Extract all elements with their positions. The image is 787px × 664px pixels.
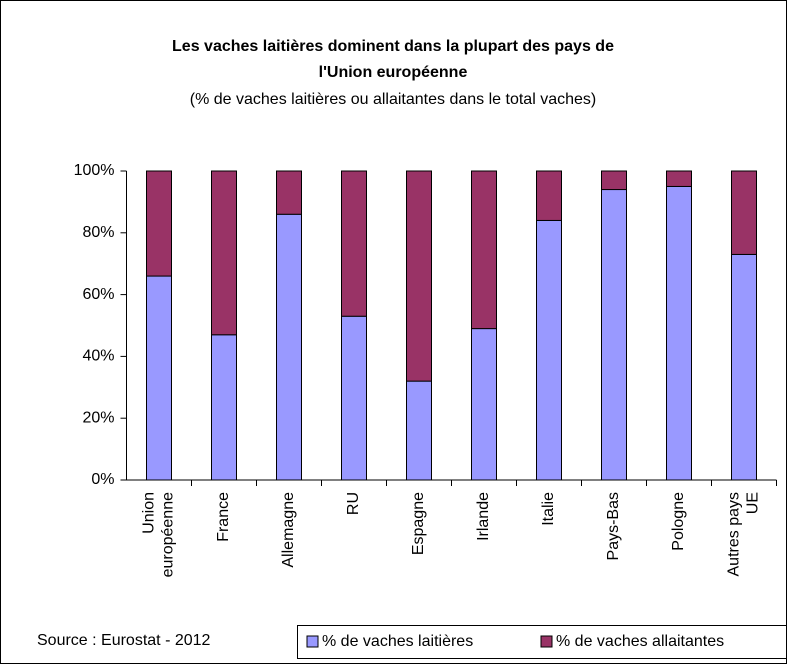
bar-segment xyxy=(341,315,367,481)
y-tick-label: 100% xyxy=(74,162,115,179)
bar-segment xyxy=(536,219,562,481)
bar-segment xyxy=(666,170,692,187)
bar-segment xyxy=(146,170,172,277)
legend-swatch xyxy=(540,635,553,648)
bar-segment xyxy=(406,380,432,481)
bar-segment xyxy=(341,170,367,317)
chart-title: Les vaches laitières dominent dans la pl… xyxy=(172,38,614,55)
bar-segment xyxy=(731,253,757,481)
y-tick-label: 20% xyxy=(82,409,114,426)
bar-segment xyxy=(211,334,237,481)
x-tick-label: Allemagne xyxy=(280,492,297,568)
y-tick-label: 80% xyxy=(82,224,114,241)
y-tick-label: 40% xyxy=(82,348,114,365)
chart-subtitle: (% de vaches laitières ou allaitantes da… xyxy=(190,91,596,108)
bar-segment xyxy=(276,213,302,481)
legend-label: % de vaches allaitantes xyxy=(556,633,724,650)
bar-segment xyxy=(146,275,172,481)
bar-segment xyxy=(211,170,237,336)
source: Source : Eurostat - 2012 xyxy=(37,632,211,649)
bar-segment xyxy=(666,185,692,481)
bar-segment xyxy=(276,170,302,215)
legend-swatch xyxy=(306,635,319,648)
x-tick-label: Espagne xyxy=(410,492,427,555)
x-tick-label: Autres paysUE xyxy=(726,492,762,576)
bar-segment xyxy=(601,189,627,481)
y-tick-label: 0% xyxy=(91,471,114,488)
x-tick-label: Pologne xyxy=(670,492,687,551)
chart-title: l'Union européenne xyxy=(319,64,468,81)
bar-segment xyxy=(536,170,562,221)
bar-segment xyxy=(731,170,757,255)
x-tick-label: RU xyxy=(345,492,362,515)
x-tick-label: Pays-Bas xyxy=(605,492,622,560)
x-tick-label: Irlande xyxy=(475,492,492,541)
x-tick-label: Italie xyxy=(540,492,557,526)
bar-segment xyxy=(601,170,627,191)
x-tick-label: Unioneuropéenne xyxy=(141,492,177,578)
legend-label: % de vaches laitières xyxy=(322,633,473,650)
bar-segment xyxy=(406,170,432,382)
bar-segment xyxy=(471,328,497,481)
y-tick-label: 60% xyxy=(82,286,114,303)
bar-segment xyxy=(471,170,497,330)
x-tick-label: France xyxy=(215,492,232,542)
